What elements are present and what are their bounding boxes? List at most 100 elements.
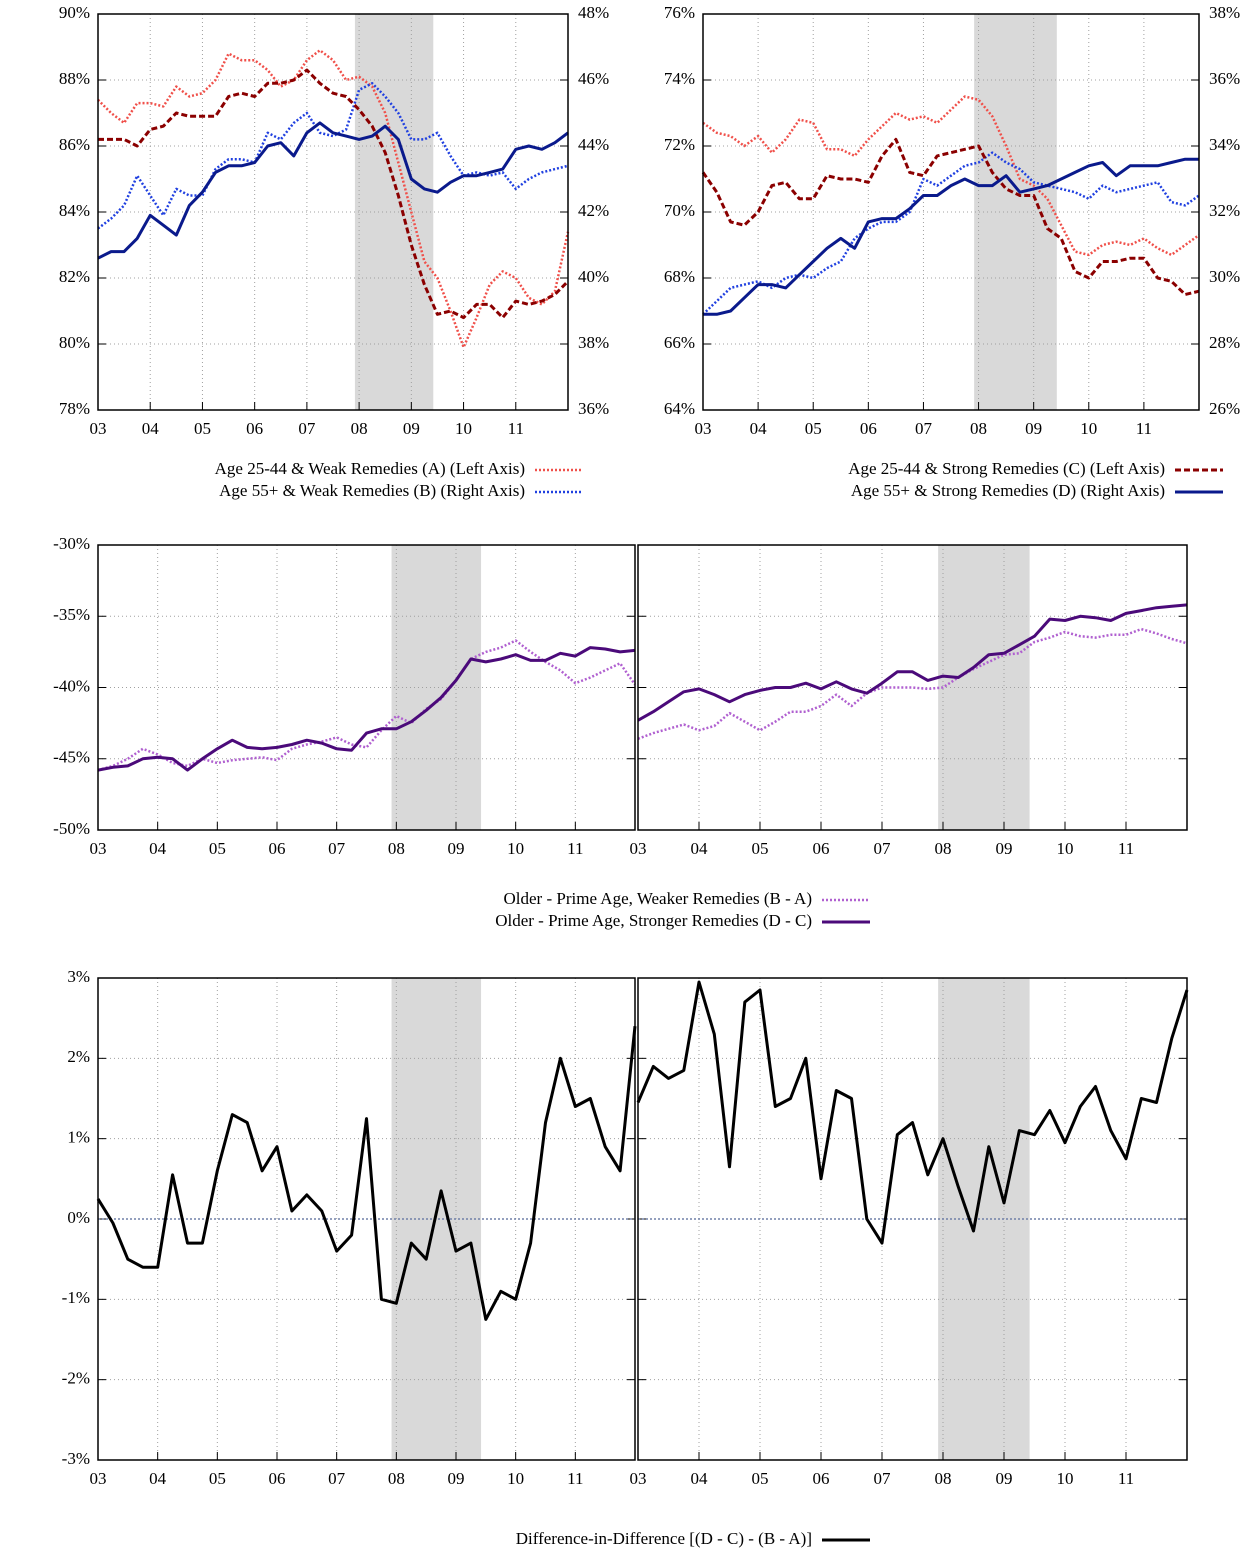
x-tick-label: 05 [752,839,769,858]
x-tick-label: 09 [1025,419,1042,438]
y-tick-label: 82% [59,267,90,286]
legend-label: Older - Prime Age, Weaker Remedies (B - … [504,889,812,908]
x-tick-label: 10 [507,1469,524,1488]
x-tick-label: 09 [448,839,465,858]
plot-frame [702,13,1200,411]
x-tick-label: 05 [805,419,822,438]
x-tick-label: 11 [1118,1469,1134,1488]
x-tick-label: 05 [194,419,211,438]
y-tick-label: 76% [664,3,695,22]
x-tick-label: 03 [695,419,712,438]
x-tick-label: 08 [935,1469,952,1488]
y-tick-label: 84% [59,201,90,220]
x-tick-label: 11 [1136,419,1152,438]
x-tick-label: 09 [996,839,1013,858]
x-tick-label: 06 [269,839,286,858]
y-tick-label: 0% [67,1208,90,1227]
series-line [702,151,1200,316]
y2-tick-label: 44% [578,135,609,154]
y2-tick-label: 36% [1209,69,1240,88]
plot-frame [97,544,636,831]
x-tick-label: 08 [970,419,987,438]
x-tick-label: 04 [691,839,709,858]
y2-tick-label: 48% [578,3,609,22]
y-tick-label: 72% [664,135,695,154]
x-tick-label: 10 [507,839,524,858]
plot-frame [637,977,1188,1461]
y2-tick-label: 40% [578,267,609,286]
y-tick-label: 90% [59,3,90,22]
series-line [96,1026,637,1321]
plot-frame [637,544,1188,831]
y2-tick-label: 42% [578,201,609,220]
x-tick-label: 11 [508,419,524,438]
series-line [637,627,1188,740]
x-tick-label: 06 [860,419,877,438]
x-tick-label: 05 [209,839,226,858]
series-line [97,49,570,349]
x-tick-label: 06 [269,1469,286,1488]
y-tick-label: 88% [59,69,90,88]
series-line [98,68,570,320]
x-tick-label: 09 [403,419,420,438]
series-line [97,82,569,230]
x-tick-label: 03 [90,1469,107,1488]
legend-label: Difference-in-Difference [(D - C) - (B -… [516,1529,812,1548]
legend-label: Age 55+ & Weak Remedies (B) (Right Axis) [219,481,525,500]
x-tick-label: 03 [90,839,107,858]
y-tick-label: 80% [59,333,90,352]
y2-tick-label: 38% [1209,3,1240,22]
x-tick-label: 09 [448,1469,465,1488]
series-line [703,157,1199,316]
recession-shade [938,545,1030,830]
y-tick-label: -50% [53,819,90,838]
x-tick-label: 06 [813,839,830,858]
x-tick-label: 07 [328,1469,346,1488]
y-tick-label: 2% [67,1047,90,1066]
x-tick-label: 03 [630,839,647,858]
series-line [97,646,636,772]
legend-label: Age 25-44 & Weak Remedies (A) (Left Axis… [215,459,525,478]
legend-label: Older - Prime Age, Stronger Remedies (D … [495,911,812,930]
plot-frame [97,977,636,1461]
y-tick-label: 74% [664,69,695,88]
x-tick-label: 04 [149,839,167,858]
series-line [636,980,1189,1245]
x-tick-label: 04 [750,419,768,438]
x-tick-label: 06 [813,1469,830,1488]
y-tick-label: -2% [62,1369,90,1388]
y2-tick-label: 28% [1209,333,1240,352]
x-tick-label: 10 [1080,419,1097,438]
x-tick-label: 04 [142,419,160,438]
x-tick-label: 03 [90,419,107,438]
series-line [701,137,1200,296]
y-tick-label: 64% [664,399,695,418]
y-tick-label: 68% [664,267,695,286]
y-tick-label: -30% [53,534,90,553]
x-tick-label: 10 [455,419,472,438]
x-tick-label: 05 [209,1469,226,1488]
legend-label: Age 55+ & Strong Remedies (D) (Right Axi… [851,481,1165,500]
x-tick-label: 09 [996,1469,1013,1488]
x-tick-label: 07 [298,419,316,438]
y-tick-label: 1% [67,1128,90,1147]
x-tick-label: 07 [874,839,892,858]
recession-shade [391,545,482,830]
x-tick-label: 10 [1057,839,1074,858]
x-tick-label: 07 [874,1469,892,1488]
y-tick-label: 66% [664,333,695,352]
plot-frame [97,13,569,411]
y-tick-label: -35% [53,605,90,624]
x-tick-label: 10 [1057,1469,1074,1488]
x-tick-label: 03 [630,1469,647,1488]
y2-tick-label: 30% [1209,267,1240,286]
series-line [637,603,1188,722]
y-tick-label: -45% [53,748,90,767]
x-tick-label: 05 [752,1469,769,1488]
series-line [97,121,569,260]
legend-label: Age 25-44 & Strong Remedies (C) (Left Ax… [848,459,1165,478]
y-tick-label: 78% [59,399,90,418]
y-tick-label: 70% [664,201,695,220]
y-tick-label: 86% [59,135,90,154]
